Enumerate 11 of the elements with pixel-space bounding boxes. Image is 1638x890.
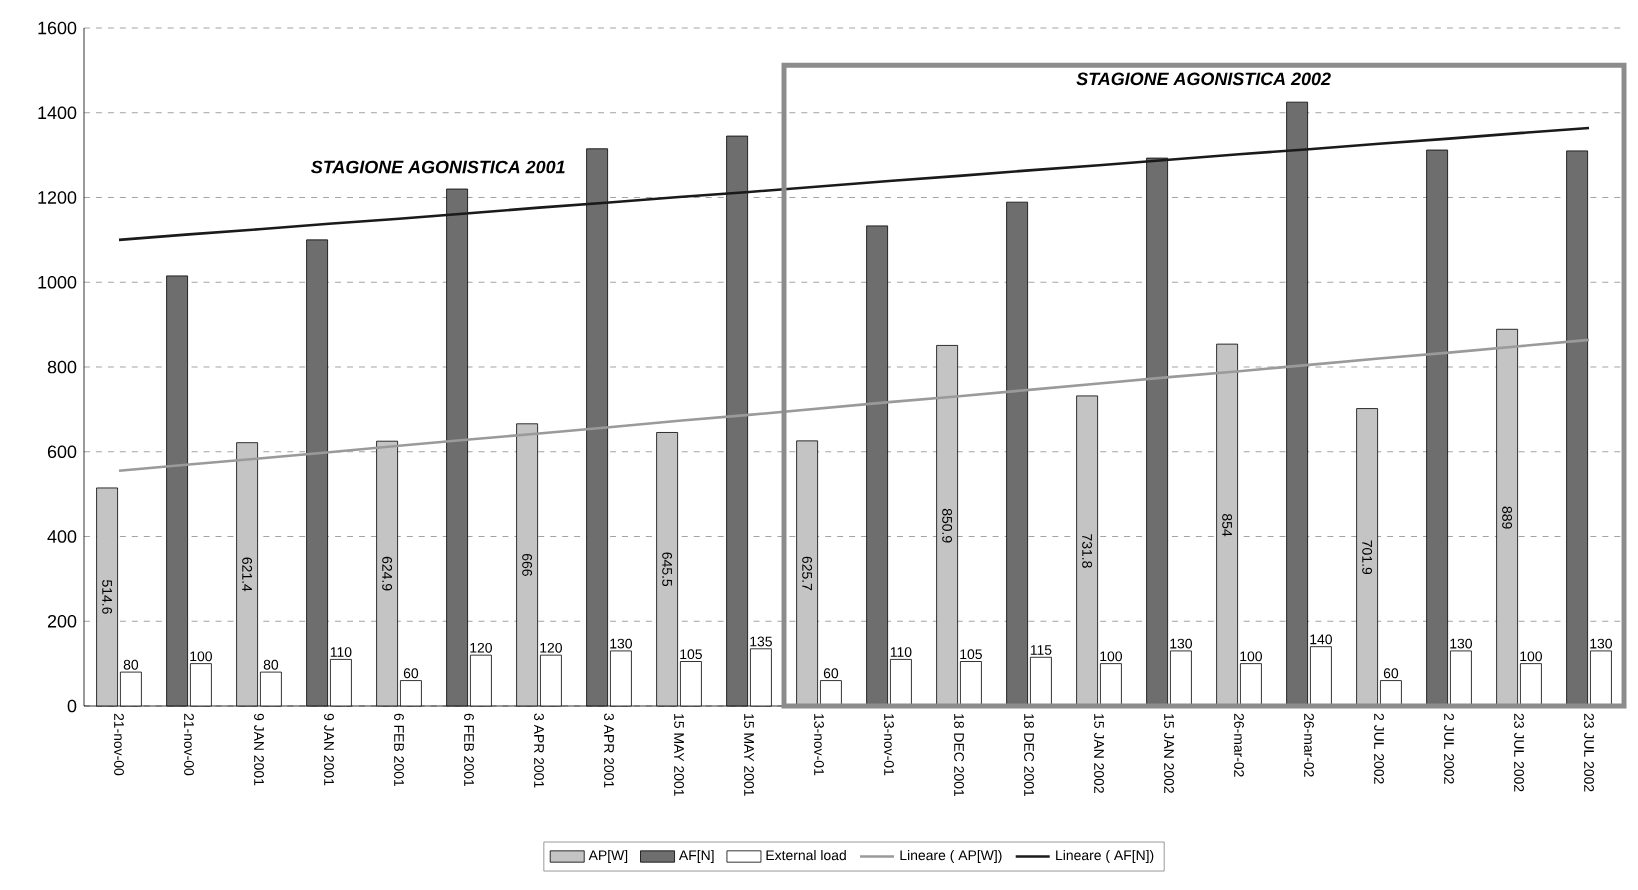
y-tick-label: 0	[67, 699, 77, 713]
y-tick-label: 400	[47, 530, 77, 543]
y-tick-label: 1600	[38, 21, 77, 35]
y-tick-label: 1000	[38, 275, 77, 289]
y-tick-label: 1200	[38, 191, 77, 204]
annotation: STAGIONE AGONISTICA 2001	[311, 160, 565, 174]
y-tick-label: 600	[47, 445, 77, 459]
annotation: STAGIONE AGONISTICA 2002	[1076, 72, 1331, 86]
y-tick-label: 1400	[38, 106, 77, 120]
y-tick-label: 200	[47, 614, 77, 628]
y-tick-label: 800	[47, 360, 77, 374]
